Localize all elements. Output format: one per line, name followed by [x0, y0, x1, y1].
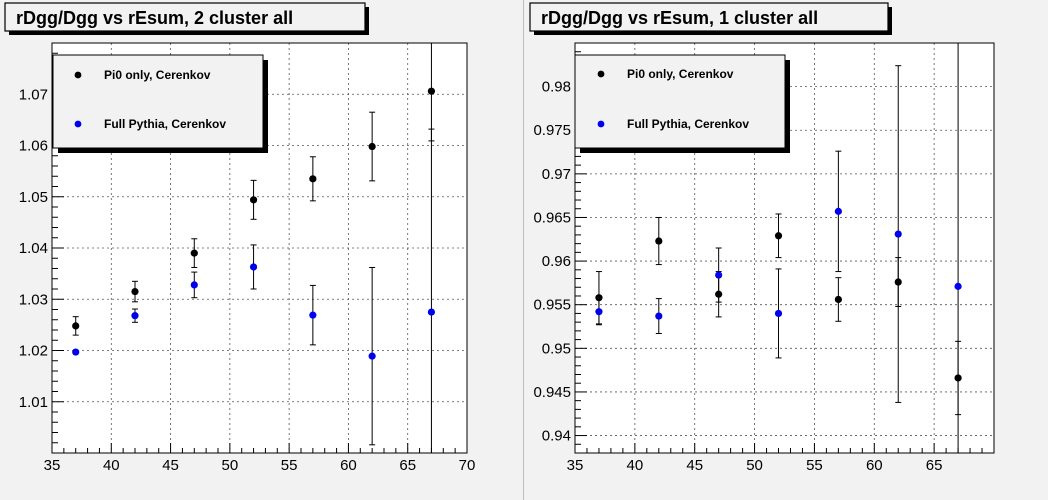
- right-point-pi0: [655, 237, 663, 245]
- right-y-tick-label: 0.955: [533, 297, 571, 314]
- right-x-tick-label: 45: [686, 457, 703, 474]
- right-point-pythia: [774, 309, 783, 318]
- left-x-tick-label: 40: [103, 457, 120, 474]
- right-x-tick-label: 55: [806, 457, 823, 474]
- right-point-pythia: [894, 230, 902, 238]
- right-point-pythia: [595, 308, 603, 316]
- right-legend: Pi0 only, Cerenkov Full Pythia, Cerenkov: [574, 54, 790, 153]
- right-x-tick-label: 60: [866, 457, 883, 474]
- left-x-tick-label: 70: [459, 457, 476, 474]
- right-x-tick-label: 65: [926, 457, 943, 474]
- right-point-pythia: [715, 271, 723, 279]
- right-title-box: rDgg/Dgg vs rEsum, 1 cluster all: [529, 2, 892, 35]
- right-y-tick-label: 0.97: [542, 166, 571, 183]
- right-legend-label-pythia: Full Pythia, Cerenkov: [627, 117, 749, 131]
- left-legend: Pi0 only, Cerenkov Full Pythia, Cerenkov: [52, 54, 268, 153]
- left-chart-title: rDgg/Dgg vs rEsum, 2 cluster all: [16, 8, 293, 28]
- right-point-pythia: [834, 207, 842, 215]
- left-point-pi0: [249, 196, 258, 204]
- right-x-tick-label: 50: [746, 457, 763, 474]
- left-point-pi0: [72, 322, 80, 330]
- left-x-tick-label: 45: [162, 457, 179, 474]
- right-y-tick-label: 0.96: [542, 253, 571, 270]
- right-y-tick-label: 0.95: [542, 340, 571, 357]
- left-y-tick-label: 1.06: [19, 138, 48, 155]
- right-legend-marker-pi0: [597, 70, 605, 78]
- left-point-pi0: [190, 249, 198, 257]
- left-y-tick-label: 1.01: [19, 394, 48, 411]
- right-y-tick-label: 0.98: [542, 79, 571, 96]
- right-legend-label-pi0: Pi0 only, Cerenkov: [627, 67, 734, 81]
- right-x-tick-label: 35: [567, 457, 584, 474]
- right-point-pi0: [834, 295, 842, 304]
- left-title-frame: [4, 2, 366, 32]
- right-legend-marker-pythia: [597, 120, 605, 128]
- right-chart-panel: rDgg/Dgg vs rEsum, 1 cluster all 35 40 45 5…: [529, 2, 995, 474]
- right-point-pi0: [774, 232, 783, 240]
- left-legend-marker-pi0: [74, 71, 82, 79]
- right-y-tick-label: 0.94: [542, 428, 571, 445]
- right-y-tick-label: 0.945: [533, 384, 571, 401]
- right-y-tick-label: 0.975: [533, 122, 571, 139]
- right-plot-frame: [574, 42, 995, 454]
- left-x-tick-label: 35: [44, 457, 61, 474]
- left-point-pythia: [131, 312, 139, 320]
- left-legend-label-pythia: Full Pythia, Cerenkov: [104, 117, 226, 131]
- left-point-pythia: [309, 311, 317, 319]
- left-point-pythia: [427, 308, 436, 316]
- left-chart-panel: rDgg/Dgg vs rEsum, 2 cluster all 35 40 45 5…: [4, 2, 476, 474]
- right-title-frame: [529, 2, 889, 32]
- left-point-pythia: [72, 348, 80, 356]
- right-chart-title: rDgg/Dgg vs rEsum, 1 cluster all: [541, 8, 818, 28]
- left-point-pythia: [190, 281, 198, 289]
- left-y-tick-label: 1.05: [19, 189, 48, 206]
- left-x-tick-label: 55: [281, 457, 298, 474]
- left-point-pythia: [249, 263, 258, 271]
- left-legend-frame: [52, 54, 264, 149]
- left-y-tick-label: 1.07: [19, 86, 48, 103]
- right-y-tick-label: 0.965: [533, 209, 571, 226]
- left-point-pi0: [427, 87, 436, 95]
- left-y-tick-label: 1.04: [19, 240, 48, 257]
- right-point-pythia: [655, 312, 663, 320]
- left-point-pi0: [368, 142, 376, 151]
- right-legend-frame: [574, 54, 786, 149]
- left-legend-marker-pythia: [74, 120, 82, 128]
- left-point-pi0: [309, 175, 317, 183]
- left-y-tick-label: 1.03: [19, 291, 48, 308]
- left-x-tick-label: 60: [340, 457, 357, 474]
- left-x-tick-label: 65: [399, 457, 416, 474]
- right-x-tick-label: 40: [627, 457, 644, 474]
- left-point-pi0: [131, 287, 139, 296]
- right-point-pi0: [595, 294, 603, 302]
- right-point-pythia: [954, 282, 962, 290]
- left-point-pythia: [368, 352, 376, 360]
- left-legend-label-pi0: Pi0 only, Cerenkov: [104, 68, 211, 82]
- left-title-box: rDgg/Dgg vs rEsum, 2 cluster all: [4, 2, 369, 35]
- left-x-tick-label: 50: [222, 457, 239, 474]
- left-y-tick-label: 1.02: [19, 343, 48, 360]
